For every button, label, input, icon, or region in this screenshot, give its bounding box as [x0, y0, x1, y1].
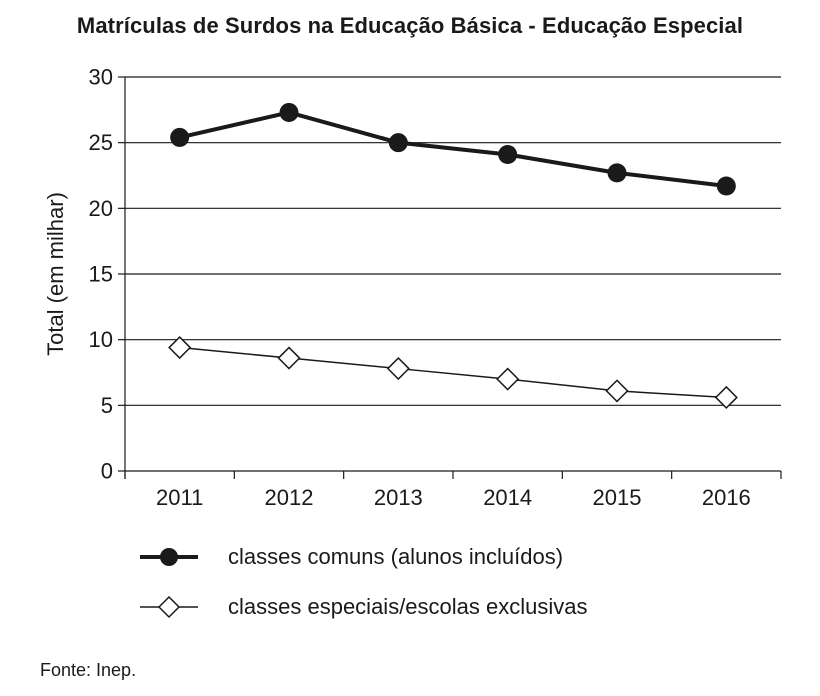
y-tick-label: 0	[101, 459, 113, 484]
y-tick-label: 20	[89, 196, 113, 221]
y-tick-label: 15	[89, 262, 113, 287]
legend-item: classes especiais/escolas exclusivas	[140, 594, 588, 620]
x-tick-label: 2016	[702, 485, 751, 510]
series-line-classes-comuns	[179, 110, 727, 188]
x-tick-label: 2013	[374, 485, 423, 510]
x-tick-label: 2012	[265, 485, 314, 510]
data-point-diamond	[714, 385, 738, 410]
data-point-circle	[498, 144, 518, 164]
legend-item: classes comuns (alunos incluídos)	[140, 544, 588, 570]
chart-title: Matrículas de Surdos na Educação Básica …	[76, 13, 744, 38]
open-diamond-line-icon	[140, 595, 198, 619]
filled-circle-line-icon	[140, 548, 198, 566]
legend-label: classes especiais/escolas exclusivas	[228, 594, 588, 619]
x-tick-label: 2014	[483, 485, 532, 510]
data-point-diamond	[605, 379, 629, 403]
source-note: Fonte: Inep.	[40, 660, 137, 680]
x-tick-label: 2015	[593, 485, 642, 510]
data-point-circle	[170, 127, 190, 147]
y-tick-label: 30	[89, 65, 113, 90]
data-point-diamond	[386, 356, 410, 381]
axes: 0 5 10 15 20 25 30 2011 2012 2013 2014 2015 2016	[89, 65, 782, 510]
y-tick-label: 10	[89, 327, 113, 352]
data-point-circle	[607, 163, 627, 183]
data-point-diamond	[277, 346, 301, 370]
legend: classes comuns (alunos incluídos) classe…	[140, 544, 588, 644]
data-point-diamond	[496, 367, 520, 391]
data-point-diamond	[168, 335, 192, 360]
legend-label: classes comuns (alunos incluídos)	[228, 544, 564, 569]
data-point-circle	[716, 176, 736, 196]
y-tick-label: 25	[89, 130, 113, 155]
x-tick-label: 2011	[156, 485, 203, 510]
data-point-circle	[279, 102, 299, 122]
y-axis-label: Total (em milhar)	[43, 192, 68, 356]
data-point-circle	[388, 133, 408, 153]
line-chart: 0 5 10 15 20 25 30 2011 2012 2013 2014 2015 2016 Tot…	[43, 65, 782, 510]
data-series	[168, 102, 738, 410]
y-tick-label: 5	[101, 393, 113, 418]
series-line-classes-especiais	[179, 346, 727, 399]
gridlines	[125, 76, 781, 406]
